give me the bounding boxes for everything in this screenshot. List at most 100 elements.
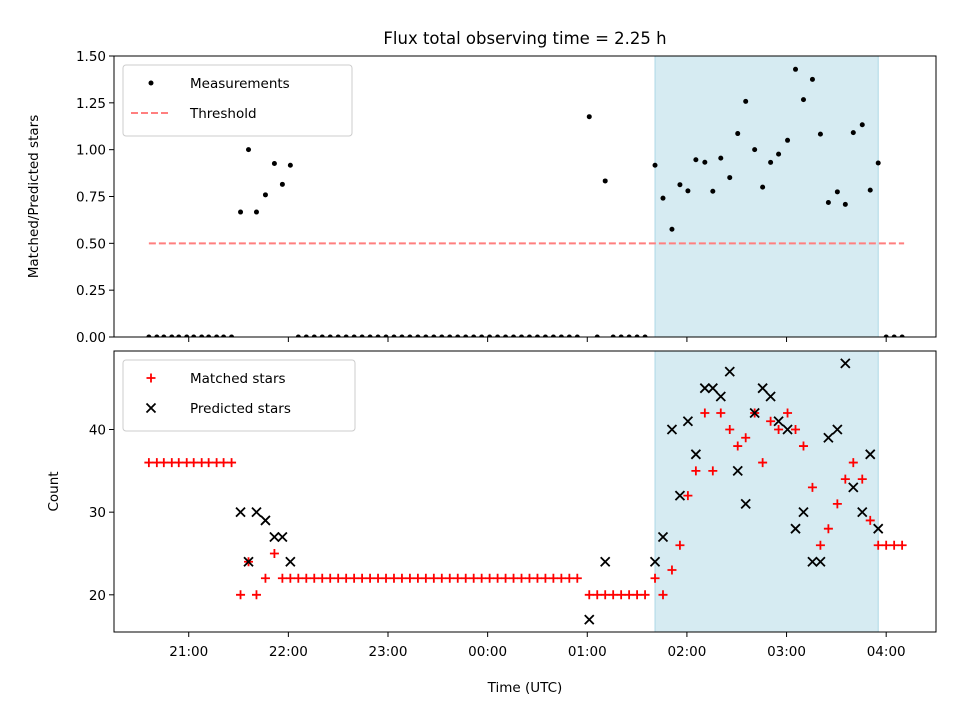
matched-point: [437, 573, 447, 583]
x-tick-label: 23:00: [369, 644, 408, 660]
matched-point: [691, 466, 701, 476]
predicted-point: [666, 424, 678, 435]
y-tick-label: 1.00: [76, 143, 106, 159]
matched-point: [640, 590, 650, 600]
y-axis-label: Matched/Predicted stars: [26, 115, 42, 278]
matched-point: [333, 573, 343, 583]
matched-point: [453, 573, 463, 583]
counts-panel: 20 30 40 21:00 22:00 23:00 00:00 01:00 02:00 03:0…: [46, 350, 937, 660]
matched-point: [708, 466, 718, 476]
predicted-point: [757, 383, 768, 394]
predicted-point: [715, 391, 726, 402]
measurement-point: [479, 334, 485, 337]
x-tick-label: 21:00: [169, 644, 208, 660]
measurement-point: [271, 161, 277, 167]
matched-point: [469, 573, 479, 583]
matched-point: [716, 408, 726, 418]
matched-point: [174, 458, 184, 468]
measurement-point: [503, 334, 509, 337]
matched-point: [667, 565, 677, 575]
legend-marker: [145, 402, 157, 414]
measurement-point: [176, 334, 182, 337]
measurement-point: [335, 334, 341, 337]
matched-point: [857, 474, 867, 484]
matched-point: [556, 573, 566, 583]
matched-point: [509, 573, 519, 583]
y-tick-label: 20: [89, 588, 106, 604]
legend: Matched stars Predicted stars: [122, 359, 356, 432]
measurement-point: [221, 334, 227, 337]
y-tick-label: 40: [89, 423, 106, 439]
measurement-point: [652, 162, 658, 168]
plot-area: [146, 66, 905, 337]
matched-point: [897, 540, 907, 550]
axes-frame: [113, 350, 937, 633]
measurement-point: [743, 98, 749, 104]
measurement-point: [899, 334, 905, 337]
highlight-span: [654, 55, 879, 338]
plot-area: [144, 358, 907, 625]
x-tick-label: 03:00: [767, 644, 806, 660]
measurement-point: [161, 334, 167, 337]
matched-point: [807, 482, 817, 492]
y-tick-label: 1.25: [76, 96, 106, 112]
measurement-point: [343, 334, 349, 337]
measurement-point: [760, 184, 766, 190]
measurement-point: [191, 334, 197, 337]
predicted-point: [235, 507, 246, 518]
y-tick-label: 0.75: [76, 190, 106, 206]
measurement-point: [439, 334, 445, 337]
matched-point: [540, 573, 550, 583]
matched-point: [632, 590, 642, 600]
matched-point: [733, 441, 743, 451]
matched-point: [624, 590, 634, 600]
measurement-point: [415, 334, 421, 337]
measurement-point: [229, 334, 235, 337]
matched-point: [373, 573, 383, 583]
matched-point: [823, 524, 833, 534]
matched-point: [840, 474, 850, 484]
predicted-point: [277, 531, 288, 543]
matched-point: [317, 573, 327, 583]
matched-point: [269, 548, 279, 558]
measurement-point: [842, 201, 848, 207]
measurement-point: [351, 334, 357, 337]
predicted-point: [251, 507, 262, 518]
measurement-point: [534, 334, 540, 337]
measurement-point: [809, 76, 815, 82]
predicted-point: [773, 416, 784, 427]
predicted-point: [732, 465, 743, 476]
matched-point: [189, 458, 199, 468]
matched-point: [815, 540, 825, 550]
matched-point: [758, 458, 768, 468]
matched-point: [405, 573, 415, 583]
measurement-point: [526, 334, 532, 337]
chart-title: Flux total observing time = 2.25 h: [383, 29, 666, 48]
measurement-point: [542, 334, 548, 337]
predicted-point: [865, 449, 876, 460]
matched-point: [881, 540, 891, 550]
matched-point: [204, 458, 214, 468]
matched-point: [725, 425, 735, 435]
matched-point: [381, 573, 391, 583]
matched-point: [658, 590, 668, 600]
y-tick-label: 0.50: [76, 236, 106, 252]
predicted-point: [740, 498, 751, 510]
measurement-point: [319, 334, 325, 337]
measurement-point: [169, 334, 175, 337]
predicted-point: [707, 383, 718, 394]
measurement-point: [875, 160, 881, 166]
measurement-point: [727, 175, 733, 181]
predicted-point: [269, 531, 280, 543]
measurement-point: [883, 334, 889, 337]
y-tick-label: 0.25: [76, 283, 106, 299]
measurement-point: [776, 151, 782, 157]
legend-box: [122, 359, 356, 432]
x-axis-label: Time (UTC): [487, 680, 563, 696]
legend: Measurements Threshold: [122, 64, 353, 137]
measurement-point: [610, 334, 616, 337]
predicted-point: [782, 424, 793, 435]
matched-point: [572, 573, 582, 583]
y-tick-label: 1.50: [76, 49, 106, 65]
measurement-point: [558, 334, 564, 337]
